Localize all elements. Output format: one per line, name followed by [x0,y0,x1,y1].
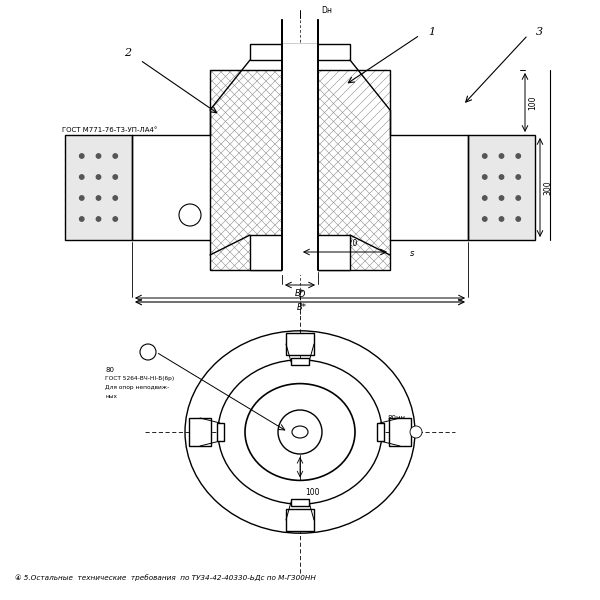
Text: 100: 100 [528,95,537,110]
Text: Dн: Dн [321,6,332,15]
Circle shape [96,154,101,158]
Circle shape [516,154,520,158]
Text: s: s [410,250,415,259]
Circle shape [80,175,84,179]
Circle shape [80,196,84,200]
Ellipse shape [185,331,415,533]
Circle shape [80,154,84,158]
Text: ГОСТ 5264-ВЧ-НI-Б(6р): ГОСТ 5264-ВЧ-НI-Б(6р) [105,376,174,381]
Text: B*: B* [297,303,307,312]
Circle shape [499,154,504,158]
Circle shape [96,175,101,179]
Circle shape [113,196,118,200]
Circle shape [96,196,101,200]
Text: θ₁: θ₁ [413,430,419,434]
Text: 2: 2 [124,48,131,58]
Bar [189,418,211,446]
Bar [210,70,390,270]
Circle shape [482,175,487,179]
Text: 80нн: 80нн [387,415,405,421]
Bar [377,423,383,441]
Bar [282,44,318,275]
Circle shape [113,217,118,221]
Circle shape [516,196,520,200]
Text: п.3: п.3 [184,212,196,218]
Ellipse shape [218,360,382,504]
Circle shape [278,410,322,454]
Text: 1: 1 [428,27,435,37]
Bar [250,235,350,270]
Text: 300: 300 [543,180,552,195]
Text: 80: 80 [105,367,114,373]
Circle shape [179,204,201,226]
Circle shape [482,196,487,200]
Circle shape [140,344,156,360]
Circle shape [80,217,84,221]
Ellipse shape [292,426,308,438]
Bar [291,358,309,365]
Circle shape [113,175,118,179]
Circle shape [410,426,422,438]
Bar [389,418,411,446]
Circle shape [482,154,487,158]
Circle shape [482,217,487,221]
Bar [0,0,600,310]
Bar [468,135,535,240]
Bar [291,499,309,506]
Circle shape [96,217,101,221]
Text: 2: 2 [145,347,151,356]
Text: ГОСТ М771-76-Т3-УП-ЛА4°: ГОСТ М771-76-Т3-УП-ЛА4° [62,127,157,133]
Circle shape [113,154,118,158]
Ellipse shape [245,383,355,481]
Bar [217,423,223,441]
Text: B*: B* [295,289,305,298]
Circle shape [516,217,520,221]
Text: ④ 5.Остальные  технические  требования  по ТУ34-42-40330-ЬДс по М-Г300НН: ④ 5.Остальные технические требования по … [15,575,316,581]
Circle shape [499,196,504,200]
Text: ных: ных [105,394,117,399]
Text: 100: 100 [305,488,319,497]
Text: D: D [299,290,305,299]
Bar [250,44,350,60]
Circle shape [499,175,504,179]
Text: 3: 3 [536,27,543,37]
Circle shape [516,175,520,179]
Circle shape [499,217,504,221]
Bar [65,135,132,240]
Bar [286,333,314,355]
Text: 120: 120 [343,239,357,248]
Bar [282,70,318,270]
Bar [286,509,314,531]
Text: Для опор неподвиж-: Для опор неподвиж- [105,385,169,390]
